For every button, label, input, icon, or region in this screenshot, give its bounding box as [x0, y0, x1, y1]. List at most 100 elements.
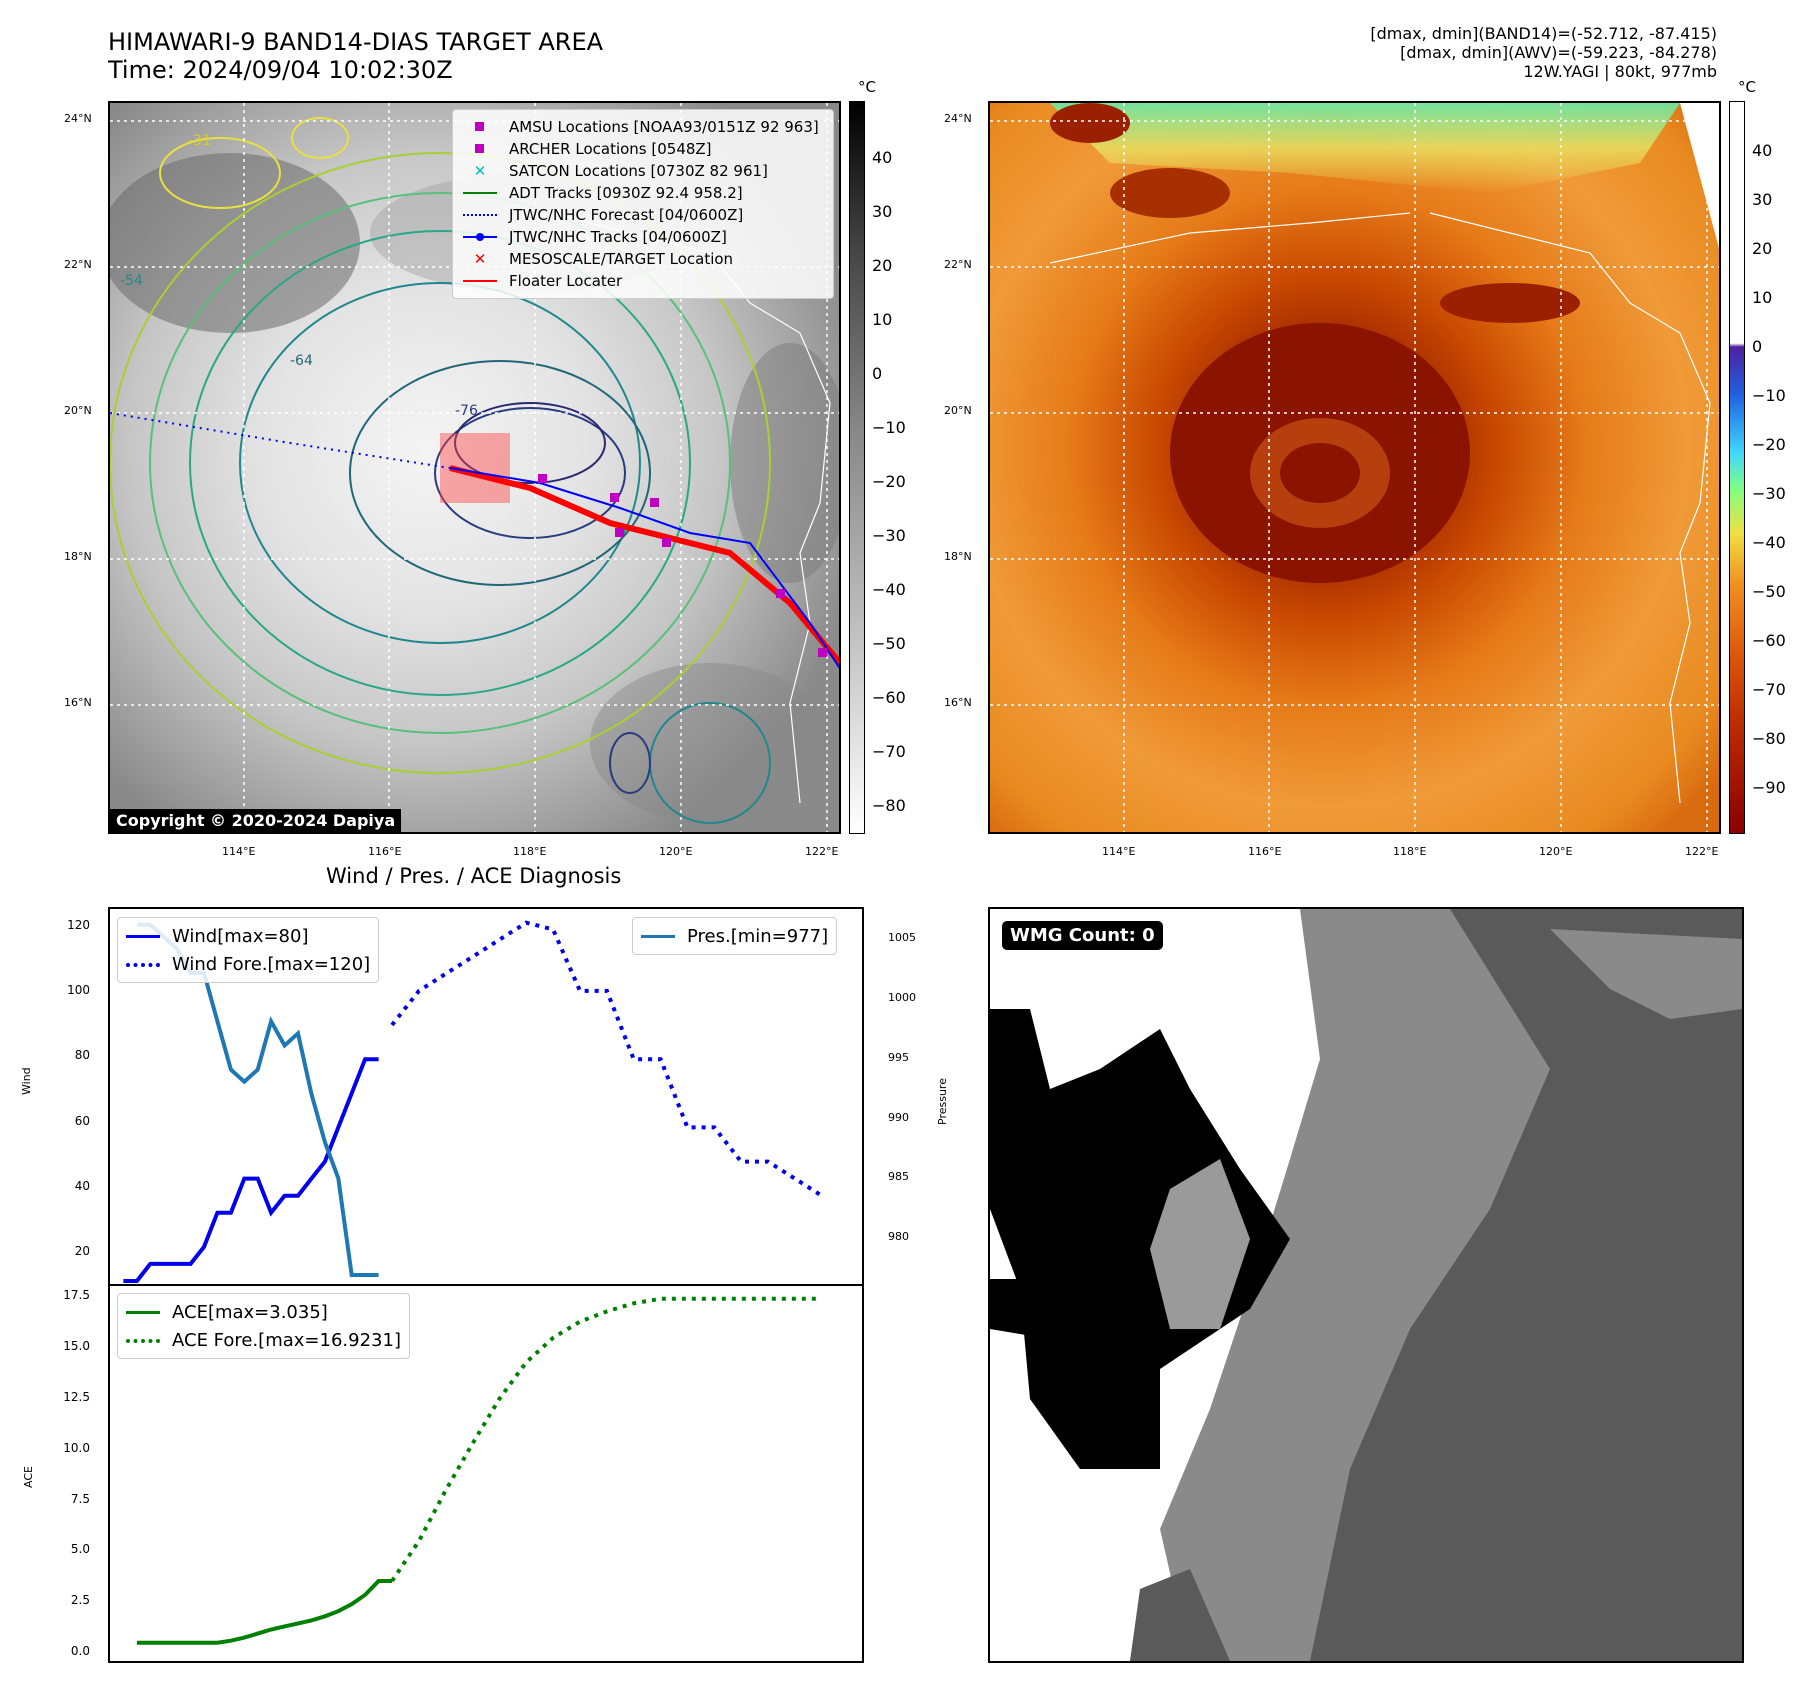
- chart-time: Time: 2024/09/04 10:02:30Z: [108, 56, 453, 84]
- right-colorbar: [1729, 101, 1745, 834]
- info-block: [dmax, dmin](BAND14)=(-52.712, -87.415) …: [1370, 24, 1717, 81]
- colorbar-tick: −10: [1752, 386, 1786, 405]
- wind-yticks: 120 100 80 60 40 20: [40, 907, 90, 1283]
- chart-title: HIMAWARI-9 BAND14-DIAS TARGET AREA: [108, 28, 604, 56]
- solid-line-icon: [126, 925, 160, 947]
- legend-jtwc: JTWC/NHC Tracks [04/0600Z]: [463, 226, 823, 248]
- pres-ytick: 1000: [888, 991, 916, 1004]
- ace-ytick: 5.0: [70, 1542, 90, 1556]
- diagnosis-panel: [108, 907, 864, 1663]
- colorbar-tick: 10: [1752, 288, 1773, 307]
- lon-label: 122°E: [1685, 845, 1719, 858]
- colorbar-tick: −40: [872, 580, 906, 599]
- ace-ytick: 15.0: [63, 1339, 90, 1353]
- colorbar-tick: 0: [1752, 337, 1763, 356]
- colorbar-tick: 30: [1752, 190, 1773, 209]
- dotted-line-icon: [463, 204, 497, 226]
- info-awv: [dmax, dmin](AWV)=(-59.223, -84.278): [1400, 43, 1717, 62]
- wind-ytick: 60: [74, 1114, 90, 1128]
- legend-archer: ARCHER Locations [0548Z]: [463, 138, 823, 160]
- contour-label: -31: [188, 133, 211, 149]
- colorbar-unit: °C: [858, 78, 876, 96]
- colorbar-tick: −30: [1752, 484, 1786, 503]
- lon-label: 120°E: [659, 845, 693, 858]
- lon-label: 120°E: [1539, 845, 1573, 858]
- lon-label: 116°E: [368, 845, 402, 858]
- colorbar-unit: °C: [1738, 78, 1756, 96]
- wind-ytick: 80: [74, 1048, 90, 1062]
- right-colorbar-ticks: 40 30 20 10 0 −10 −20 −30 −40 −50 −60 −7…: [1752, 101, 1801, 834]
- colorbar-tick: −20: [872, 472, 906, 491]
- ace-ytick: 0.0: [70, 1644, 90, 1658]
- wmg-panel: WMG Count: 0: [988, 907, 1744, 1663]
- info-band14: [dmax, dmin](BAND14)=(-52.712, -87.415): [1370, 24, 1717, 43]
- dotted-line-icon: [126, 1329, 160, 1351]
- colorbar-tick: 30: [872, 202, 893, 221]
- wmg-count-badge: WMG Count: 0: [1002, 921, 1163, 950]
- legend-forecast: JTWC/NHC Forecast [04/0600Z]: [463, 204, 823, 226]
- right-map-image: [990, 103, 1719, 832]
- contour-label: -54: [120, 273, 143, 289]
- colorbar-tick: −40: [1752, 533, 1786, 552]
- lat-label: 18°N: [64, 550, 92, 563]
- colorbar-tick: −30: [872, 526, 906, 545]
- wind-legend: Wind[max=80] Wind Fore.[max=120]: [117, 917, 380, 983]
- map-legend: AMSU Locations [NOAA93/0151Z 92 963] ARC…: [452, 109, 834, 299]
- lon-label: 122°E: [805, 845, 839, 858]
- left-map-panel: -31 -54 -64 -76 AMSU Locations [NOAA93/0…: [108, 101, 841, 834]
- copyright-label: Copyright © 2020-2024 Dapiya: [110, 809, 402, 832]
- legend-satcon: ✕ SATCON Locations [0730Z 82 961]: [463, 160, 823, 182]
- colorbar-tick: 20: [1752, 239, 1773, 258]
- info-storm: 12W.YAGI | 80kt, 977mb: [1523, 62, 1717, 81]
- contour-label: -64: [290, 353, 313, 369]
- pres-ytick: 980: [888, 1230, 909, 1243]
- wind-ytick: 40: [74, 1179, 90, 1193]
- colorbar-tick: −80: [1752, 729, 1786, 748]
- ace-ytick: 2.5: [70, 1593, 90, 1607]
- series-line-wind: [123, 1057, 379, 1283]
- pres-legend: Pres.[min=977]: [632, 917, 838, 955]
- ace-ytick: 10.0: [63, 1441, 90, 1455]
- wmg-image: [990, 909, 1742, 1661]
- left-colorbar-ticks: 40 30 20 10 0 −10 −20 −30 −40 −50 −60 −7…: [872, 101, 932, 834]
- series-line-wind-fore-: [390, 920, 823, 1198]
- colorbar-tick: −50: [872, 634, 906, 653]
- lat-label: 16°N: [64, 696, 92, 709]
- square-marker-icon: [463, 138, 497, 160]
- colorbar-tick: −60: [1752, 631, 1786, 650]
- contour-label: -76: [455, 403, 478, 419]
- ace-legend: ACE[max=3.035] ACE Fore.[max=16.9231]: [117, 1293, 410, 1359]
- wind-ytick: 120: [67, 918, 90, 932]
- legend-mesoscale: ✕ MESOSCALE/TARGET Location: [463, 248, 823, 270]
- colorbar-tick: −20: [1752, 435, 1786, 454]
- lat-label: 24°N: [944, 112, 972, 125]
- colorbar-tick: −70: [872, 742, 906, 761]
- x-marker-icon: ✕: [473, 162, 487, 180]
- lat-label: 22°N: [944, 258, 972, 271]
- square-marker-icon: [463, 116, 497, 138]
- pres-ytick: 990: [888, 1111, 909, 1124]
- colorbar-tick: 40: [872, 148, 893, 167]
- line-marker-icon: [463, 270, 497, 292]
- legend-amsu: AMSU Locations [NOAA93/0151Z 92 963]: [463, 116, 823, 138]
- x-marker-icon: ✕: [473, 250, 487, 268]
- ace-axis-label: ACE: [22, 1466, 35, 1488]
- series-line-ace: [136, 1579, 392, 1645]
- panel-divider: [110, 1284, 862, 1286]
- dotted-line-icon: [126, 953, 160, 975]
- pres-ytick: 995: [888, 1051, 909, 1064]
- legend-floater: Floater Locater: [463, 270, 823, 292]
- colorbar-tick: −50: [1752, 582, 1786, 601]
- lon-label: 114°E: [222, 845, 256, 858]
- pressure-axis-label: Pressure: [936, 1078, 949, 1125]
- colorbar-tick: −80: [872, 796, 906, 815]
- lon-label: 118°E: [513, 845, 547, 858]
- lon-label: 118°E: [1393, 845, 1427, 858]
- lat-label: 22°N: [64, 258, 92, 271]
- solid-line-icon: [641, 925, 675, 947]
- lat-label: 18°N: [944, 550, 972, 563]
- wind-axis-label: Wind: [20, 1067, 33, 1095]
- colorbar-tick: 20: [872, 256, 893, 275]
- series-line-ace-fore-: [390, 1296, 822, 1583]
- pres-yticks: 1005 1000 995 990 985 980: [876, 907, 936, 1283]
